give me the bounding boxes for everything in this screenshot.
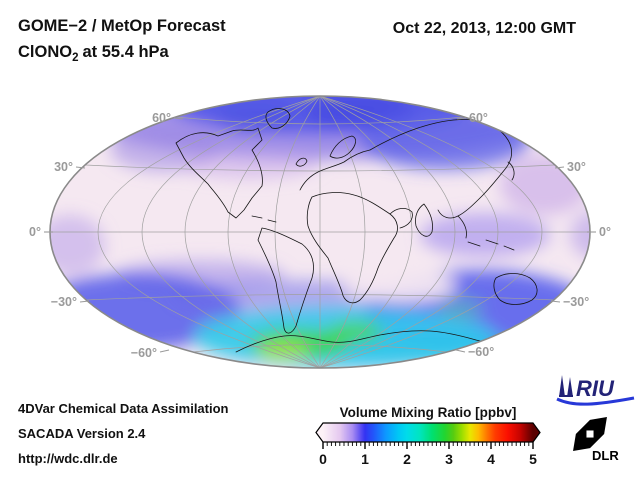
colorbar-tick-label: 3 [445,451,453,467]
colorbar-tick-label: 5 [529,451,537,467]
riu-swoosh [556,396,635,406]
colorbar-title: Volume Mixing Ratio [ppbv] [340,405,517,420]
latitude-label: 0° [599,225,611,239]
timestamp: Oct 22, 2013, 12:00 GMT [393,20,576,37]
latitude-labels: 60° 30° 0° −30° −60° 60° 30° 0° −30° −60… [29,111,611,360]
website-url: http://wdc.dlr.de [18,451,118,466]
cathedral-icon [559,375,573,397]
colorbar-tick-labels: 0 1 2 3 4 5 [319,451,537,467]
riu-wordmark: RIU [576,376,615,401]
footer-credits: 4DVar Chemical Data Assimilation SACADA … [18,401,229,466]
dlr-wordmark: DLR [592,448,619,463]
riu-logo: RIU [556,375,635,406]
colorbar-ticks [322,442,534,449]
latitude-label: −30° [563,295,589,309]
world-map: 60° 30° 0° −30° −60° 60° 30° 0° −30° −60… [29,95,611,369]
coastlines [175,108,563,353]
latitude-label: 30° [54,160,73,174]
assimilation-label: 4DVar Chemical Data Assimilation [18,401,229,416]
latitude-label: −60° [468,345,494,359]
version-label: SACADA Version 2.4 [18,426,146,441]
latitude-ticks [44,117,596,353]
colorbar-tick-label: 4 [487,451,495,467]
latitude-label: −60° [131,346,157,360]
dlr-logo: DLR [573,417,619,463]
page-title: GOME−2 / MetOp Forecast [18,17,226,35]
latitude-label: 30° [567,160,586,174]
latitude-label: 0° [29,225,41,239]
latitude-label: 60° [469,111,488,125]
colorbar-gradient-bar [315,422,541,443]
species-level-title: ClONO2 at 55.4 hPa [18,43,170,64]
colorbar: Volume Mixing Ratio [ppbv] 0 1 2 3 4 5 [315,405,541,467]
latitude-label: 60° [152,111,171,125]
colorbar-tick-label: 2 [403,451,411,467]
latitude-label: −30° [51,295,77,309]
colorbar-tick-label: 0 [319,451,327,467]
colorbar-tick-label: 1 [361,451,369,467]
dlr-mark-icon [573,417,607,451]
